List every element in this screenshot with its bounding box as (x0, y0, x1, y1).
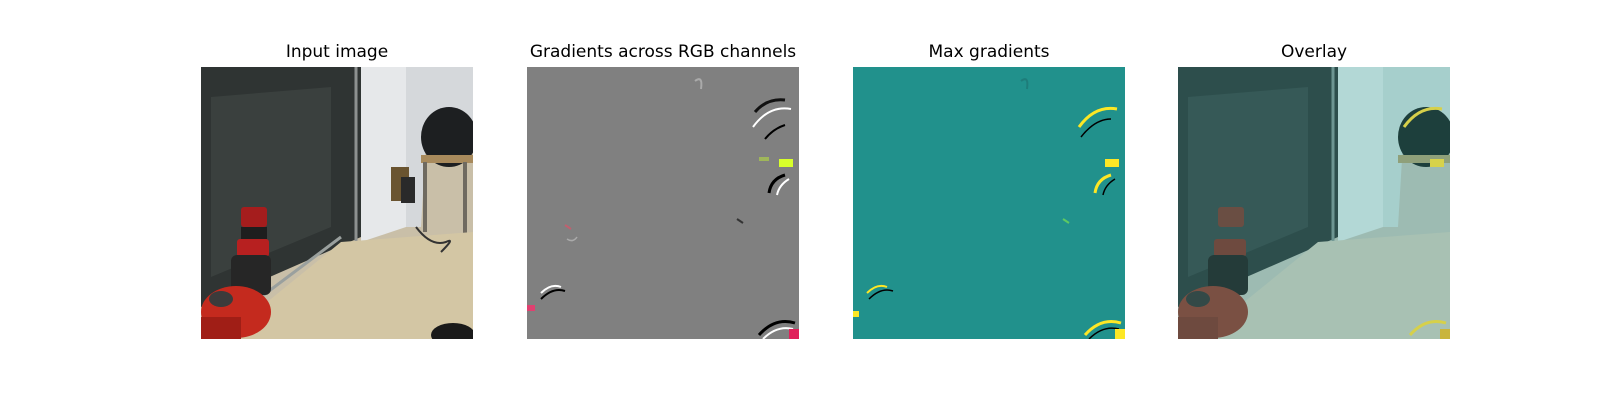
input-image-panel (201, 67, 473, 339)
overlay-image (1178, 67, 1450, 339)
panel-title-rgb-gradients: Gradients across RGB channels (529, 42, 797, 62)
panel-title-input-image: Input image (285, 42, 389, 62)
panel-title-overlay: Overlay (1280, 42, 1348, 62)
rgb-gradients-image (527, 67, 799, 339)
rgb-gradients-panel (527, 67, 799, 339)
panel-title-max-gradients: Max gradients (928, 42, 1050, 62)
input-image (201, 67, 473, 339)
max-gradients-image (853, 67, 1125, 339)
overlay-panel (1178, 67, 1450, 339)
max-gradients-panel (853, 67, 1125, 339)
